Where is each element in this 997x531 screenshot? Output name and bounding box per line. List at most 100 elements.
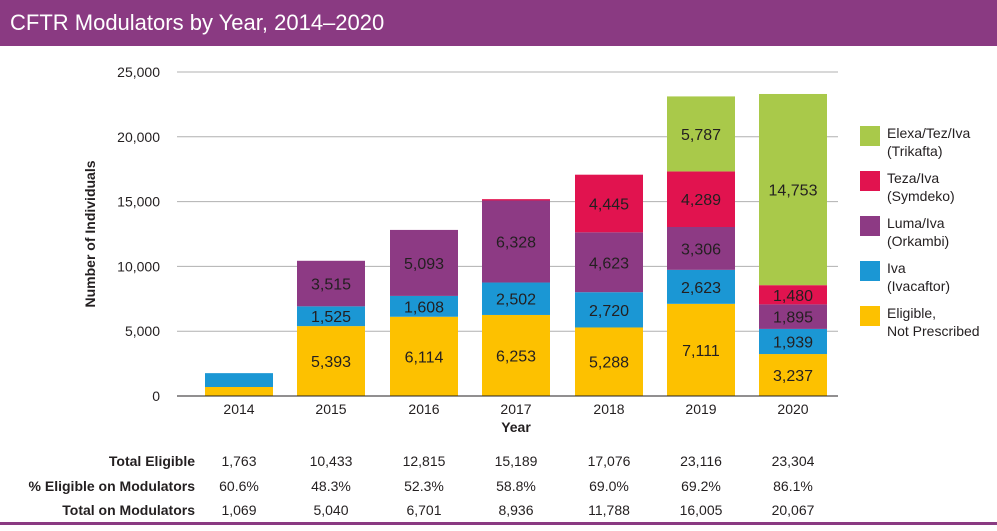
bar-iva xyxy=(667,269,735,304)
data-label: 4,289 xyxy=(681,192,721,209)
data-label: 4,623 xyxy=(589,255,629,272)
legend-swatch-teza xyxy=(860,171,880,191)
data-label: 1,525 xyxy=(311,309,351,326)
data-label: 5,787 xyxy=(681,127,721,144)
summary-cell: 5,040 xyxy=(313,502,349,518)
summary-cell: 23,304 xyxy=(771,453,815,469)
summary-cell: 58.8% xyxy=(496,478,536,494)
data-label: 6,328 xyxy=(496,235,536,252)
summary-cell: 12,815 xyxy=(402,453,446,469)
y-tick-label: 20,000 xyxy=(117,129,160,145)
y-tick-label: 15,000 xyxy=(117,194,160,210)
x-axis-title: Year xyxy=(501,419,531,435)
summary-cell: 69.2% xyxy=(681,478,721,494)
y-tick-label: 25,000 xyxy=(117,64,160,80)
bar-eligible xyxy=(575,327,643,396)
data-label: 1,480 xyxy=(773,288,813,305)
summary-cell: 86.1% xyxy=(773,478,813,494)
x-tick-label: 2015 xyxy=(315,401,346,417)
y-tick-label: 0 xyxy=(152,388,160,404)
bar-elexa xyxy=(667,96,735,172)
summary-row-label: % Eligible on Modulators xyxy=(28,478,195,494)
bar-eligible xyxy=(205,387,273,396)
legend-label: Elexa/Tez/Iva xyxy=(887,125,970,141)
legend-label: Eligible, xyxy=(887,305,936,321)
summary-row-label: Total Eligible xyxy=(108,453,195,469)
bar-luma xyxy=(667,227,735,270)
summary-cell: 17,076 xyxy=(587,453,631,469)
data-label: 2,623 xyxy=(681,280,721,297)
summary-cell: 52.3% xyxy=(404,478,444,494)
legend-swatch-elexa xyxy=(860,126,880,146)
data-label: 2,502 xyxy=(496,292,536,309)
summary-cell: 6,701 xyxy=(406,502,442,518)
x-tick-label: 2018 xyxy=(593,401,624,417)
data-label: 5,288 xyxy=(589,355,629,372)
bar-iva xyxy=(297,306,365,327)
data-label: 2,720 xyxy=(589,303,629,320)
legend-label: (Trikafta) xyxy=(887,143,942,159)
bar-luma xyxy=(575,232,643,293)
bar-iva xyxy=(575,292,643,328)
x-tick-label: 2019 xyxy=(685,401,716,417)
summary-cell: 60.6% xyxy=(219,478,259,494)
summary-cell: 11,788 xyxy=(588,502,630,518)
legend-label: Luma/Iva xyxy=(887,215,945,231)
x-tick-label: 2017 xyxy=(500,401,531,417)
summary-cell: 1,069 xyxy=(221,502,257,518)
x-tick-label: 2014 xyxy=(223,401,254,417)
data-label: 3,306 xyxy=(681,241,721,258)
bar-luma xyxy=(390,229,458,296)
y-tick-label: 5,000 xyxy=(125,323,160,339)
summary-cell: 1,763 xyxy=(221,453,257,469)
legend-label: (Symdeko) xyxy=(887,188,955,204)
data-label: 6,253 xyxy=(496,348,536,365)
bar-luma xyxy=(482,200,550,283)
legend-label: Teza/Iva xyxy=(887,170,939,186)
data-label: 3,515 xyxy=(311,277,351,294)
bar-eligible xyxy=(390,316,458,396)
bar-iva xyxy=(482,282,550,315)
bar-teza xyxy=(575,174,643,233)
bar-eligible xyxy=(297,326,365,396)
summary-cell: 8,936 xyxy=(498,502,534,518)
legend-label: Not Prescribed xyxy=(887,323,980,339)
legend-swatch-iva xyxy=(860,261,880,281)
bar-luma xyxy=(297,260,365,307)
data-label: 14,753 xyxy=(769,183,818,200)
summary-cell: 16,005 xyxy=(679,502,723,518)
legend-swatch-luma xyxy=(860,216,880,236)
legend-label: Iva xyxy=(887,260,906,276)
data-label: 1,939 xyxy=(773,334,813,351)
data-label: 1,895 xyxy=(773,310,813,327)
bar-luma xyxy=(759,304,827,329)
data-label: 5,393 xyxy=(311,354,351,371)
bottom-rule xyxy=(0,522,997,525)
bar-eligible xyxy=(759,354,827,396)
summary-row: Total Eligible 1,763 10,433 12,815 15,189 17,… xyxy=(0,453,997,473)
data-label: 7,111 xyxy=(682,343,720,360)
legend-label: (Ivacaftor) xyxy=(887,278,950,294)
bar-eligible xyxy=(482,314,550,396)
bar-iva xyxy=(205,373,273,388)
summary-cell: 20,067 xyxy=(771,502,815,518)
x-tick-label: 2020 xyxy=(777,401,808,417)
data-label: 4,445 xyxy=(589,196,629,213)
bar-teza xyxy=(759,285,827,305)
bar-iva xyxy=(759,328,827,355)
summary-table: Total Eligible 1,763 10,433 12,815 15,189 17,… xyxy=(0,446,997,521)
data-label: 1,608 xyxy=(404,299,444,316)
bar-teza xyxy=(482,199,550,201)
stacked-bar-chart: 5,393 1,525 3,515 6,114 1,608 5,093 6,253 2,502… xyxy=(82,64,980,435)
summary-cell: 10,433 xyxy=(309,453,353,469)
summary-row: % Eligible on Modulators 60.6% 48.3% 52.3% 5… xyxy=(0,478,997,498)
summary-row-label: Total on Modulators xyxy=(62,502,195,518)
bar-eligible xyxy=(667,303,735,396)
y-tick-label: 10,000 xyxy=(117,258,160,274)
bar-elexa xyxy=(759,93,827,286)
summary-cell: 69.0% xyxy=(589,478,629,494)
summary-cell: 23,116 xyxy=(680,453,722,469)
x-tick-label: 2016 xyxy=(408,401,439,417)
legend-label: (Orkambi) xyxy=(887,233,949,249)
chart-title: CFTR Modulators by Year, 2014–2020 xyxy=(10,10,385,35)
